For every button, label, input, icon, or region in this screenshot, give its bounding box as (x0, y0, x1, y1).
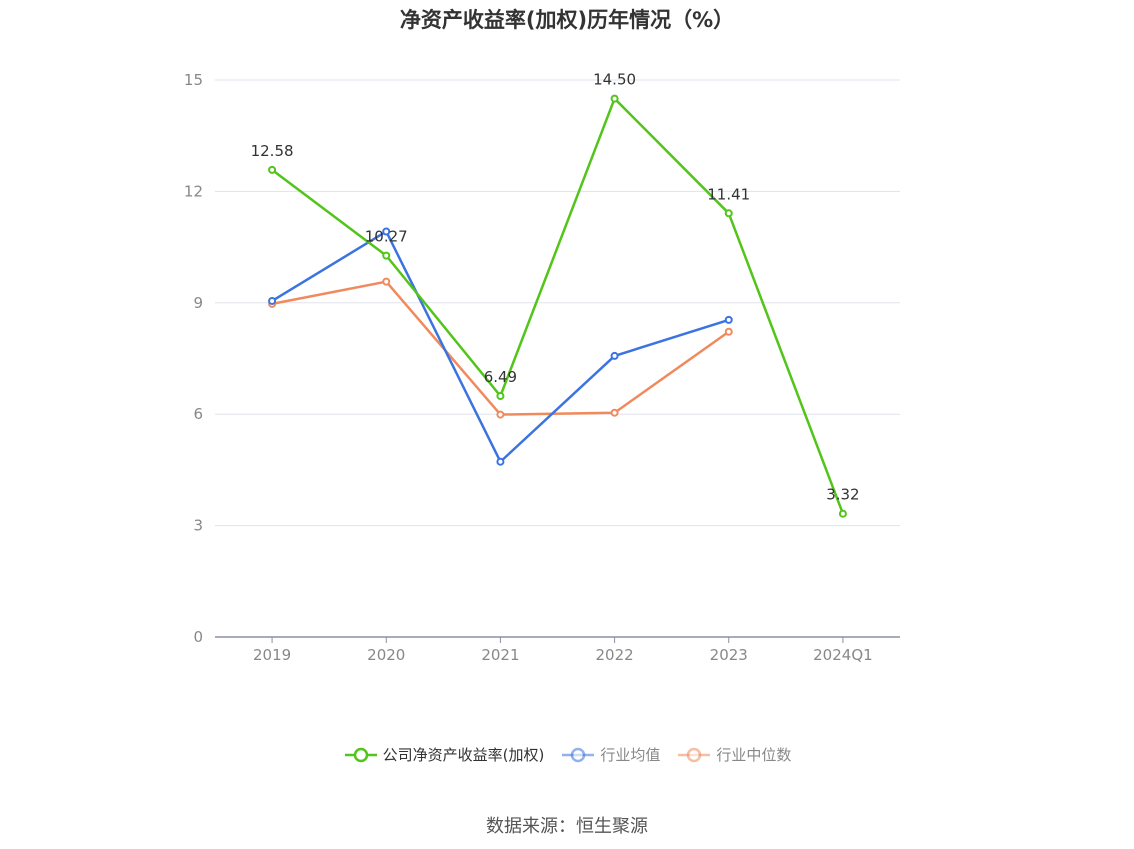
legend-item-1[interactable]: 行业均值 (560, 744, 660, 765)
x-tick-label: 2019 (253, 646, 291, 664)
legend-marker-icon (344, 747, 377, 762)
x-tick-label: 2024Q1 (813, 646, 873, 664)
legend-item-2[interactable]: 行业中位数 (676, 744, 791, 765)
legend-label: 公司净资产收益率(加权) (382, 746, 545, 764)
data-point (382, 277, 391, 286)
y-tick-label: 6 (193, 405, 203, 423)
data-point (496, 457, 505, 466)
chart-title: 净资产收益率(加权)历年情况（%） (399, 8, 735, 32)
data-point (724, 209, 733, 218)
data-point (610, 351, 619, 360)
series-line-0 (271, 97, 845, 515)
y-tick-label: 3 (193, 517, 203, 535)
data-point (610, 94, 619, 103)
data-label: 6.49 (484, 368, 517, 386)
legend-item-0[interactable]: 公司净资产收益率(加权) (343, 744, 545, 765)
data-point (268, 296, 277, 305)
legend-marker-icon (678, 747, 711, 762)
data-point (496, 392, 505, 401)
data-label: 10.27 (365, 228, 408, 246)
data-point (724, 327, 733, 336)
legend-label: 行业中位数 (716, 746, 792, 764)
legend-label: 行业均值 (600, 746, 661, 764)
data-label: 3.32 (826, 486, 859, 504)
legend-marker-icon (562, 747, 595, 762)
data-point (268, 165, 277, 174)
data-point (610, 408, 619, 417)
x-tick-label: 2020 (367, 646, 405, 664)
data-point (382, 227, 391, 236)
x-tick-label: 2021 (481, 646, 519, 664)
data-label: 14.50 (593, 71, 636, 89)
data-label: 11.41 (707, 185, 750, 203)
series-line-1 (271, 230, 730, 463)
y-tick-label: 0 (193, 628, 203, 646)
x-tick-label: 2022 (595, 646, 633, 664)
y-tick-label: 9 (193, 294, 203, 312)
data-point (724, 315, 733, 324)
data-source: 数据来源：恒生聚源 (486, 816, 648, 837)
y-tick-label: 12 (184, 182, 203, 200)
data-point (496, 410, 505, 419)
data-point (838, 509, 847, 518)
y-tick-label: 15 (184, 71, 203, 89)
data-label: 12.58 (251, 142, 294, 160)
x-tick-label: 2023 (710, 646, 748, 664)
legend: 公司净资产收益率(加权) 行业均值 行业中位数 (0, 744, 1134, 765)
data-point (382, 251, 391, 260)
